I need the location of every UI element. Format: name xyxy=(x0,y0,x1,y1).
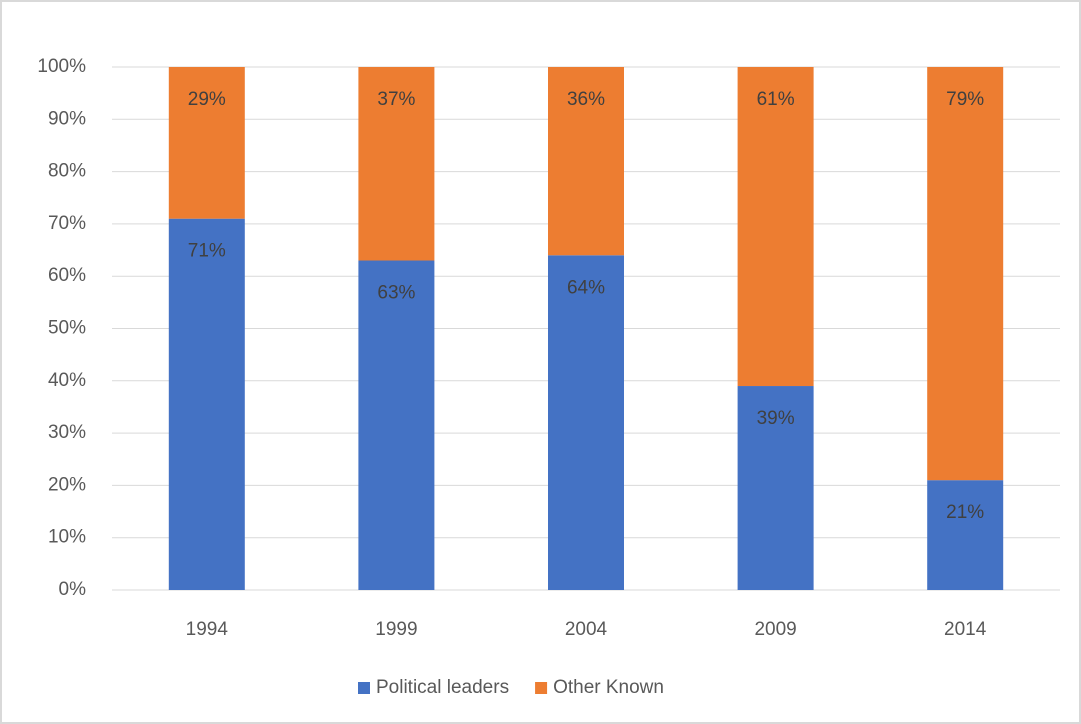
bar-segment xyxy=(358,67,435,261)
x-tick-label: 1999 xyxy=(375,619,417,640)
y-tick-label: 10% xyxy=(48,527,86,548)
data-label: 64% xyxy=(567,277,605,298)
y-tick-label: 100% xyxy=(37,56,86,77)
y-tick-label: 90% xyxy=(48,108,86,129)
bar-segment xyxy=(548,67,624,256)
legend-swatch xyxy=(358,682,370,694)
y-tick-label: 70% xyxy=(48,213,86,234)
bar-segment xyxy=(737,67,814,387)
y-tick-label: 60% xyxy=(48,265,86,286)
data-label: 21% xyxy=(946,502,984,523)
data-label: 37% xyxy=(377,89,415,110)
y-tick-label: 50% xyxy=(48,318,86,339)
y-tick-label: 80% xyxy=(48,161,86,182)
data-label: 61% xyxy=(757,89,795,110)
data-label: 36% xyxy=(567,89,605,110)
data-label: 39% xyxy=(757,408,795,429)
x-tick-label: 2004 xyxy=(565,619,608,640)
bar-segment xyxy=(548,255,624,590)
y-tick-label: 40% xyxy=(48,370,86,391)
x-tick-label: 1994 xyxy=(186,619,229,640)
legend-label: Political leaders xyxy=(376,677,509,698)
data-label: 71% xyxy=(188,241,226,262)
x-tick-label: 2009 xyxy=(754,619,796,640)
data-label: 79% xyxy=(946,89,984,110)
data-label: 63% xyxy=(377,283,415,304)
bar-segment xyxy=(927,480,1004,590)
bar-segment xyxy=(927,67,1004,481)
bar-segment xyxy=(168,218,245,591)
y-tick-label: 0% xyxy=(59,579,87,600)
legend-swatch xyxy=(535,682,548,694)
data-label: 29% xyxy=(188,89,226,110)
bar-segment xyxy=(168,67,245,219)
legend-label: Other Known xyxy=(553,677,664,698)
bar-segment xyxy=(358,260,435,590)
bar-segment xyxy=(737,386,814,590)
x-tick-label: 2014 xyxy=(944,619,987,640)
y-tick-label: 30% xyxy=(48,422,86,443)
y-tick-label: 20% xyxy=(48,474,86,495)
